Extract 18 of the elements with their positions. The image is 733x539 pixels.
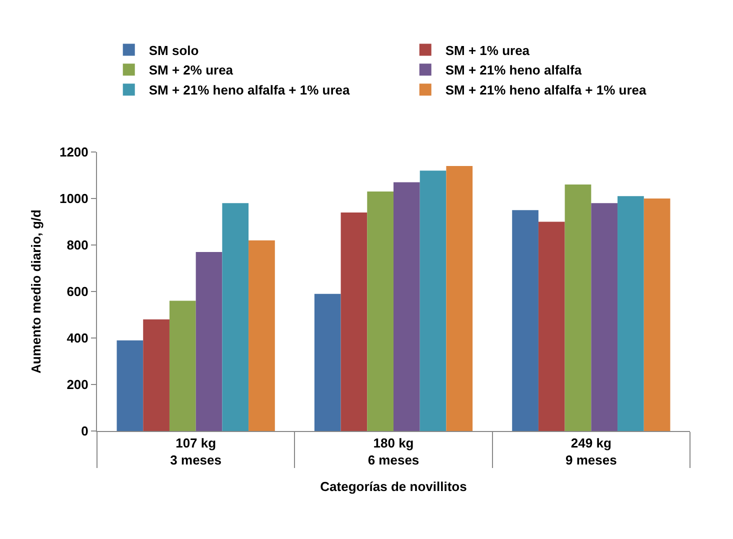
legend-label: SM + 1% urea: [445, 42, 530, 58]
category-label: 180 kg 6 meses: [368, 436, 420, 468]
legend-label: SM + 2% urea: [148, 62, 234, 78]
legend-label: SM + 21% heno alfalfa + 1% urea: [445, 82, 647, 98]
y-tick-label: 800: [66, 238, 88, 253]
y-tick-label: 200: [66, 377, 88, 392]
x-axis-title: Categorías de novillitos: [320, 479, 467, 494]
y-axis-title: Aumento medio diario, g/d: [28, 209, 44, 374]
legend-label: SM solo: [148, 42, 199, 58]
legend-label: SM + 21% heno alfalfa: [445, 62, 582, 78]
y-tick-label: 600: [66, 284, 88, 300]
category-label: 249 kg 9 meses: [566, 436, 617, 468]
category-label: 107 kg 3 meses: [170, 436, 222, 468]
legend-label: SM + 21% heno alfalfa + 1% urea: [148, 82, 350, 98]
y-tick-label: 0: [81, 424, 88, 439]
y-tick-label: 1000: [59, 191, 88, 206]
y-tick-label: 400: [66, 330, 88, 346]
y-tick-label: 1200: [59, 144, 88, 160]
